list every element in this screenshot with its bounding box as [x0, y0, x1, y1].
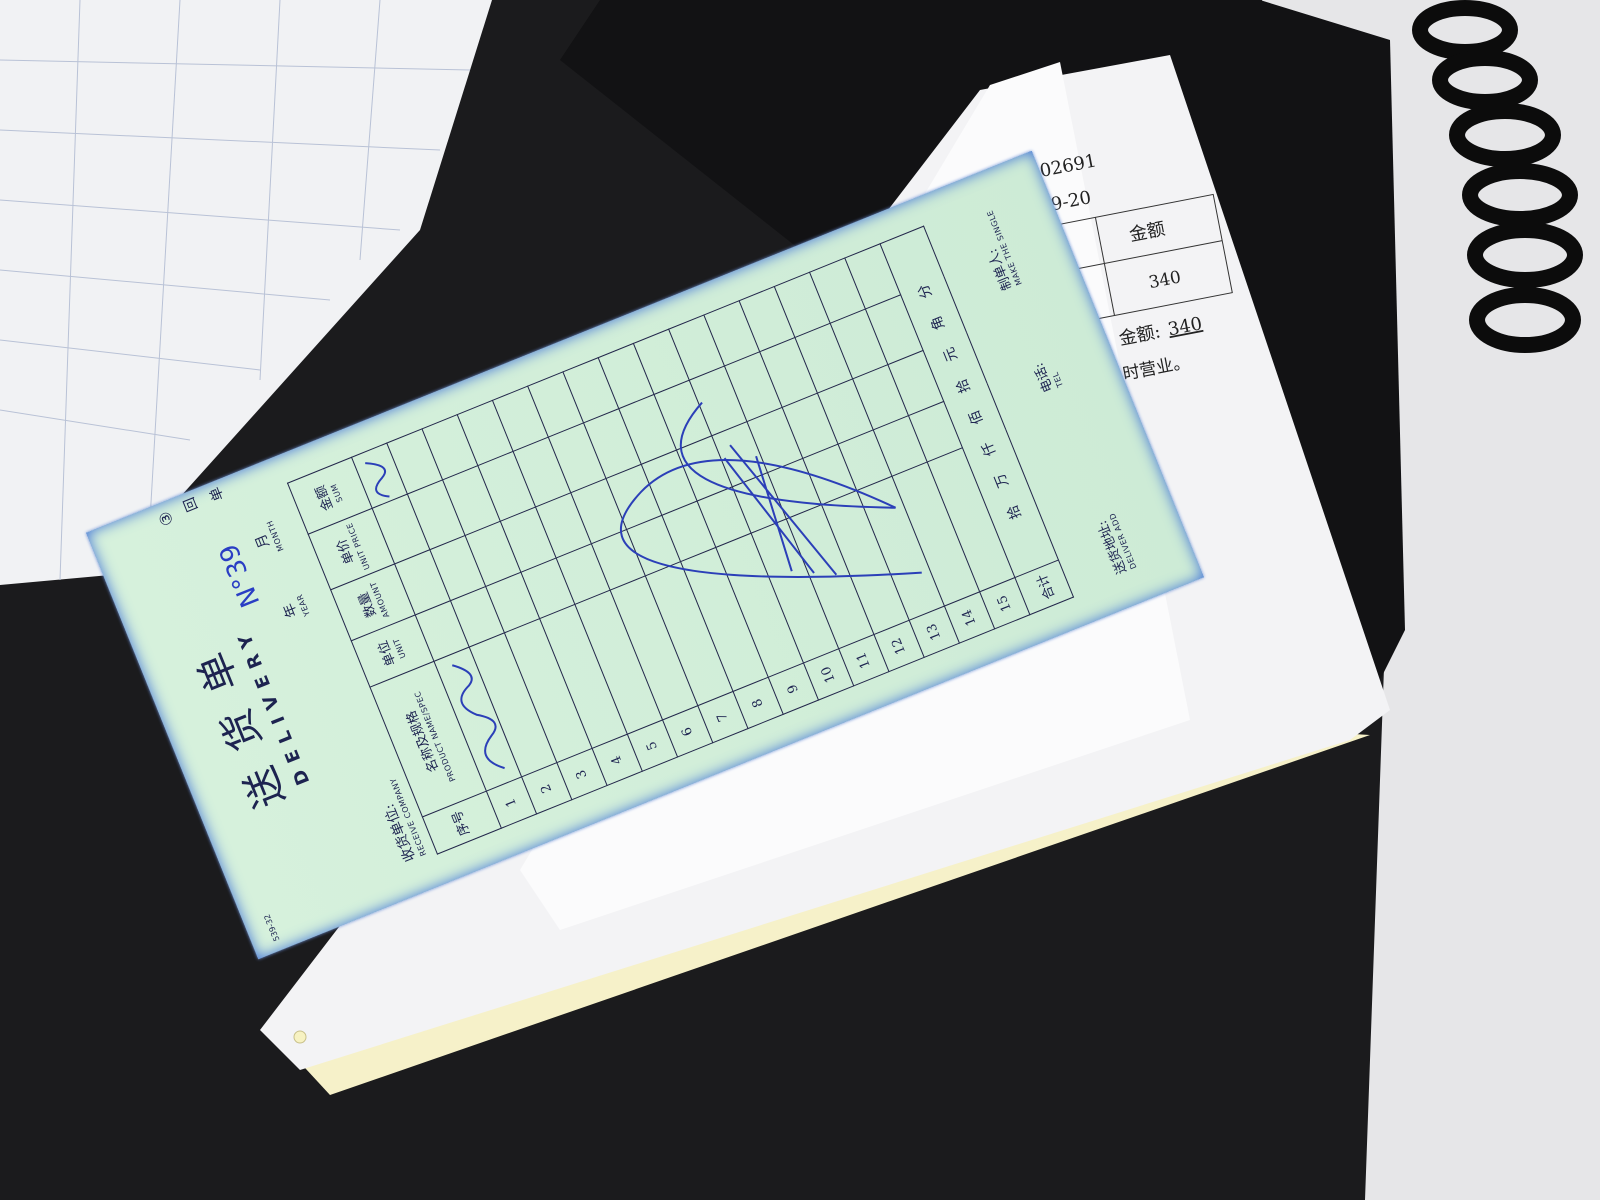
pen-stroke	[620, 401, 922, 578]
receipt-rule	[1094, 217, 1115, 316]
grid-line	[0, 199, 401, 231]
grid-line	[0, 129, 441, 151]
pen-stroke	[365, 462, 390, 498]
grid-line	[149, 0, 181, 521]
grid-line	[59, 0, 81, 581]
grid-line	[0, 409, 191, 441]
date-year: 年 YEAR	[276, 593, 312, 625]
grid-line	[0, 269, 331, 301]
tel: 电话: TEL	[1028, 357, 1065, 396]
date-month: 月 MONTH	[247, 519, 286, 560]
grid-line	[359, 0, 381, 261]
address: 送货地址: DELIVER ADD	[1090, 511, 1138, 577]
grid-line	[0, 339, 261, 371]
cord-loop	[1467, 222, 1583, 288]
phone-cord	[1412, 0, 1583, 353]
form-code: 539-32	[262, 912, 282, 943]
pen-stroke	[723, 444, 838, 576]
cord-loop	[1462, 163, 1578, 227]
delivery-note: 送货单 DELIVERY N°39 539-32 年 YEAR 月 MONTH 收货…	[85, 150, 1205, 960]
grid-line	[259, 0, 281, 381]
cord-loop	[1412, 0, 1518, 60]
pen-stroke	[451, 664, 505, 770]
cord-loop	[1432, 50, 1538, 110]
binder-hole	[293, 1030, 307, 1044]
cord-loop	[1449, 103, 1561, 167]
notebook-grid	[0, 0, 471, 581]
cord-loop	[1469, 287, 1581, 353]
